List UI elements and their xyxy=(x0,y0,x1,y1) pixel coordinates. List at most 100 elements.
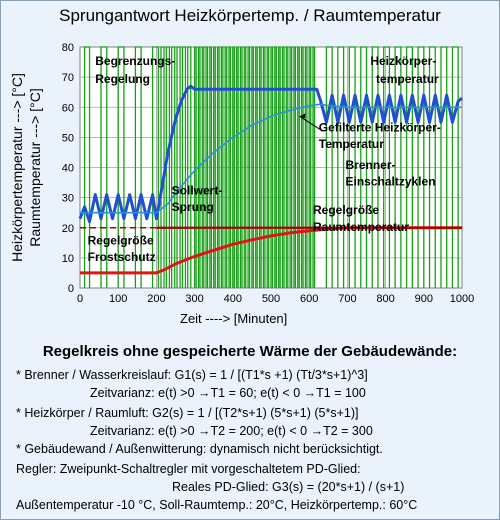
chart-annotation: Raumtemperatur xyxy=(313,220,409,234)
chart-annotation: Frostschutz xyxy=(88,250,156,264)
y-tick-label: 0 xyxy=(68,283,74,295)
burner-pulse xyxy=(209,46,213,288)
burner-pulse xyxy=(293,46,297,288)
description-line-8: Außentemperatur -10 °C, Soll-Raumtemp.: … xyxy=(16,498,418,512)
burner-pulse xyxy=(348,46,356,288)
y-axis-label-1: Heizkörpertemperatur ---> [°C] xyxy=(9,73,25,262)
burner-pulse xyxy=(187,46,192,288)
burner-pulse xyxy=(239,46,243,288)
burner-pulse xyxy=(440,46,448,288)
burner-pulse xyxy=(251,46,255,288)
burner-pulse xyxy=(232,46,235,288)
burner-pulse xyxy=(383,46,391,288)
x-tick-label: 1000 xyxy=(450,293,474,305)
chart-annotation: Sprung xyxy=(172,200,214,214)
burner-pulse xyxy=(289,46,293,288)
description-line-5: * Gebäudewand / Außenwitterung: dynamisc… xyxy=(16,442,383,456)
chart-annotation: Brenner- xyxy=(345,158,395,172)
burner-pulse xyxy=(213,46,216,288)
annotation-arrow xyxy=(299,115,321,131)
x-tick-label: 800 xyxy=(376,293,394,305)
burner-pulse xyxy=(405,46,413,288)
burner-pulse xyxy=(247,46,251,288)
burner-pulse xyxy=(297,46,300,288)
y-tick-label: 50 xyxy=(62,132,74,144)
burner-pulse xyxy=(243,46,247,288)
description-line-3: * Heizkörper / Raumluft: G2(s) = 1 / [(T… xyxy=(16,406,359,420)
burner-pulse xyxy=(235,46,239,288)
annotation-arrowhead xyxy=(299,113,306,119)
burner-pulse xyxy=(228,46,232,288)
burner-pulse xyxy=(325,46,333,288)
chart-annotation: Einschaltzyklen xyxy=(345,175,435,189)
burner-pulse xyxy=(277,46,281,288)
burner-pulse xyxy=(205,46,209,288)
burner-cycles-group xyxy=(83,46,459,288)
burner-pulse xyxy=(312,46,316,288)
x-tick-label: 0 xyxy=(77,293,83,305)
burner-pulse xyxy=(394,46,402,288)
series-line-2 xyxy=(80,103,462,214)
burner-pulse xyxy=(274,46,277,288)
description-line-2: Zeitvarianz: e(t) >0 →T1 = 60; e(t) < 0 … xyxy=(90,386,366,400)
series-line-1 xyxy=(78,84,463,224)
description-line-7: Reales PD-Glied: G3(s) = (20*s+1) / (s+1… xyxy=(172,480,405,494)
y-axis-label-2: Raumtemperatur ---> [°C] xyxy=(27,88,43,246)
y-tick-label: 40 xyxy=(62,163,74,175)
y-tick-label: 20 xyxy=(62,223,74,235)
x-tick-label: 200 xyxy=(147,293,165,305)
burner-pulse xyxy=(308,46,312,288)
description-line-4: Zeitvarianz: e(t) >0 →T2 = 200; e(t) < 0… xyxy=(90,424,373,438)
y-tick-label: 70 xyxy=(62,72,74,84)
chart-annotation: Regelgröße xyxy=(88,233,154,247)
x-tick-label: 600 xyxy=(300,293,318,305)
x-tick-label: 100 xyxy=(109,293,127,305)
x-tick-label: 400 xyxy=(224,293,242,305)
burner-pulse xyxy=(193,46,197,288)
burner-pulse xyxy=(360,46,368,288)
burner-pulse xyxy=(220,46,224,288)
burner-pulse xyxy=(262,46,266,288)
control-loop-heading: Regelkreis ohne gespeicherte Wärme der G… xyxy=(42,343,458,360)
x-tick-label: 700 xyxy=(338,293,356,305)
burner-pulse xyxy=(371,46,379,288)
burner-pulse xyxy=(216,46,220,288)
x-tick-label: 300 xyxy=(185,293,203,305)
burner-pulse xyxy=(171,46,176,288)
x-tick-label: 500 xyxy=(262,293,280,305)
burner-pulse xyxy=(266,46,270,288)
burner-pulse xyxy=(285,46,289,288)
burner-pulse xyxy=(417,46,425,288)
description-line-6: Regler: Zweipunkt-Schaltregler mit vorge… xyxy=(16,462,361,476)
y-tick-label: 10 xyxy=(62,253,74,265)
chart-annotation: Temperatur xyxy=(319,137,384,151)
burner-pulse xyxy=(451,46,459,288)
description-line-1: * Brenner / Wasserkreislauf: G1(s) = 1 /… xyxy=(16,368,368,382)
burner-pulse xyxy=(100,46,108,288)
burner-pulse xyxy=(151,46,159,288)
burner-pulse xyxy=(281,46,285,288)
burner-pulse xyxy=(337,46,345,288)
burner-pulse xyxy=(224,46,228,288)
chart-annotation: Sollwert- xyxy=(172,184,223,198)
chart-annotation: Heizkörper- xyxy=(370,54,436,68)
burner-pulse xyxy=(117,46,125,288)
burner-pulse xyxy=(258,46,262,288)
chart-annotation: Regelgröße xyxy=(313,203,379,217)
x-axis-label: Zeit ----> [Minuten] xyxy=(180,311,287,326)
burner-pulse xyxy=(270,46,274,288)
burner-pulse xyxy=(255,46,258,288)
burner-pulse xyxy=(83,46,91,288)
y-tick-label: 60 xyxy=(62,102,74,114)
chart-annotation: Regelung xyxy=(95,72,150,86)
burner-pulse xyxy=(304,46,308,288)
chart-annotation: temperatur xyxy=(376,72,439,86)
y-tick-label: 30 xyxy=(62,193,74,205)
burner-pulse xyxy=(181,46,187,288)
chart-annotation: Gefilterte Heizkörper- xyxy=(319,120,441,134)
burner-pulse xyxy=(428,46,436,288)
x-tick-label: 900 xyxy=(415,293,433,305)
chart-title: Sprungantwort Heizkörpertemp. / Raumtemp… xyxy=(59,6,441,25)
y-tick-label: 80 xyxy=(62,42,74,54)
